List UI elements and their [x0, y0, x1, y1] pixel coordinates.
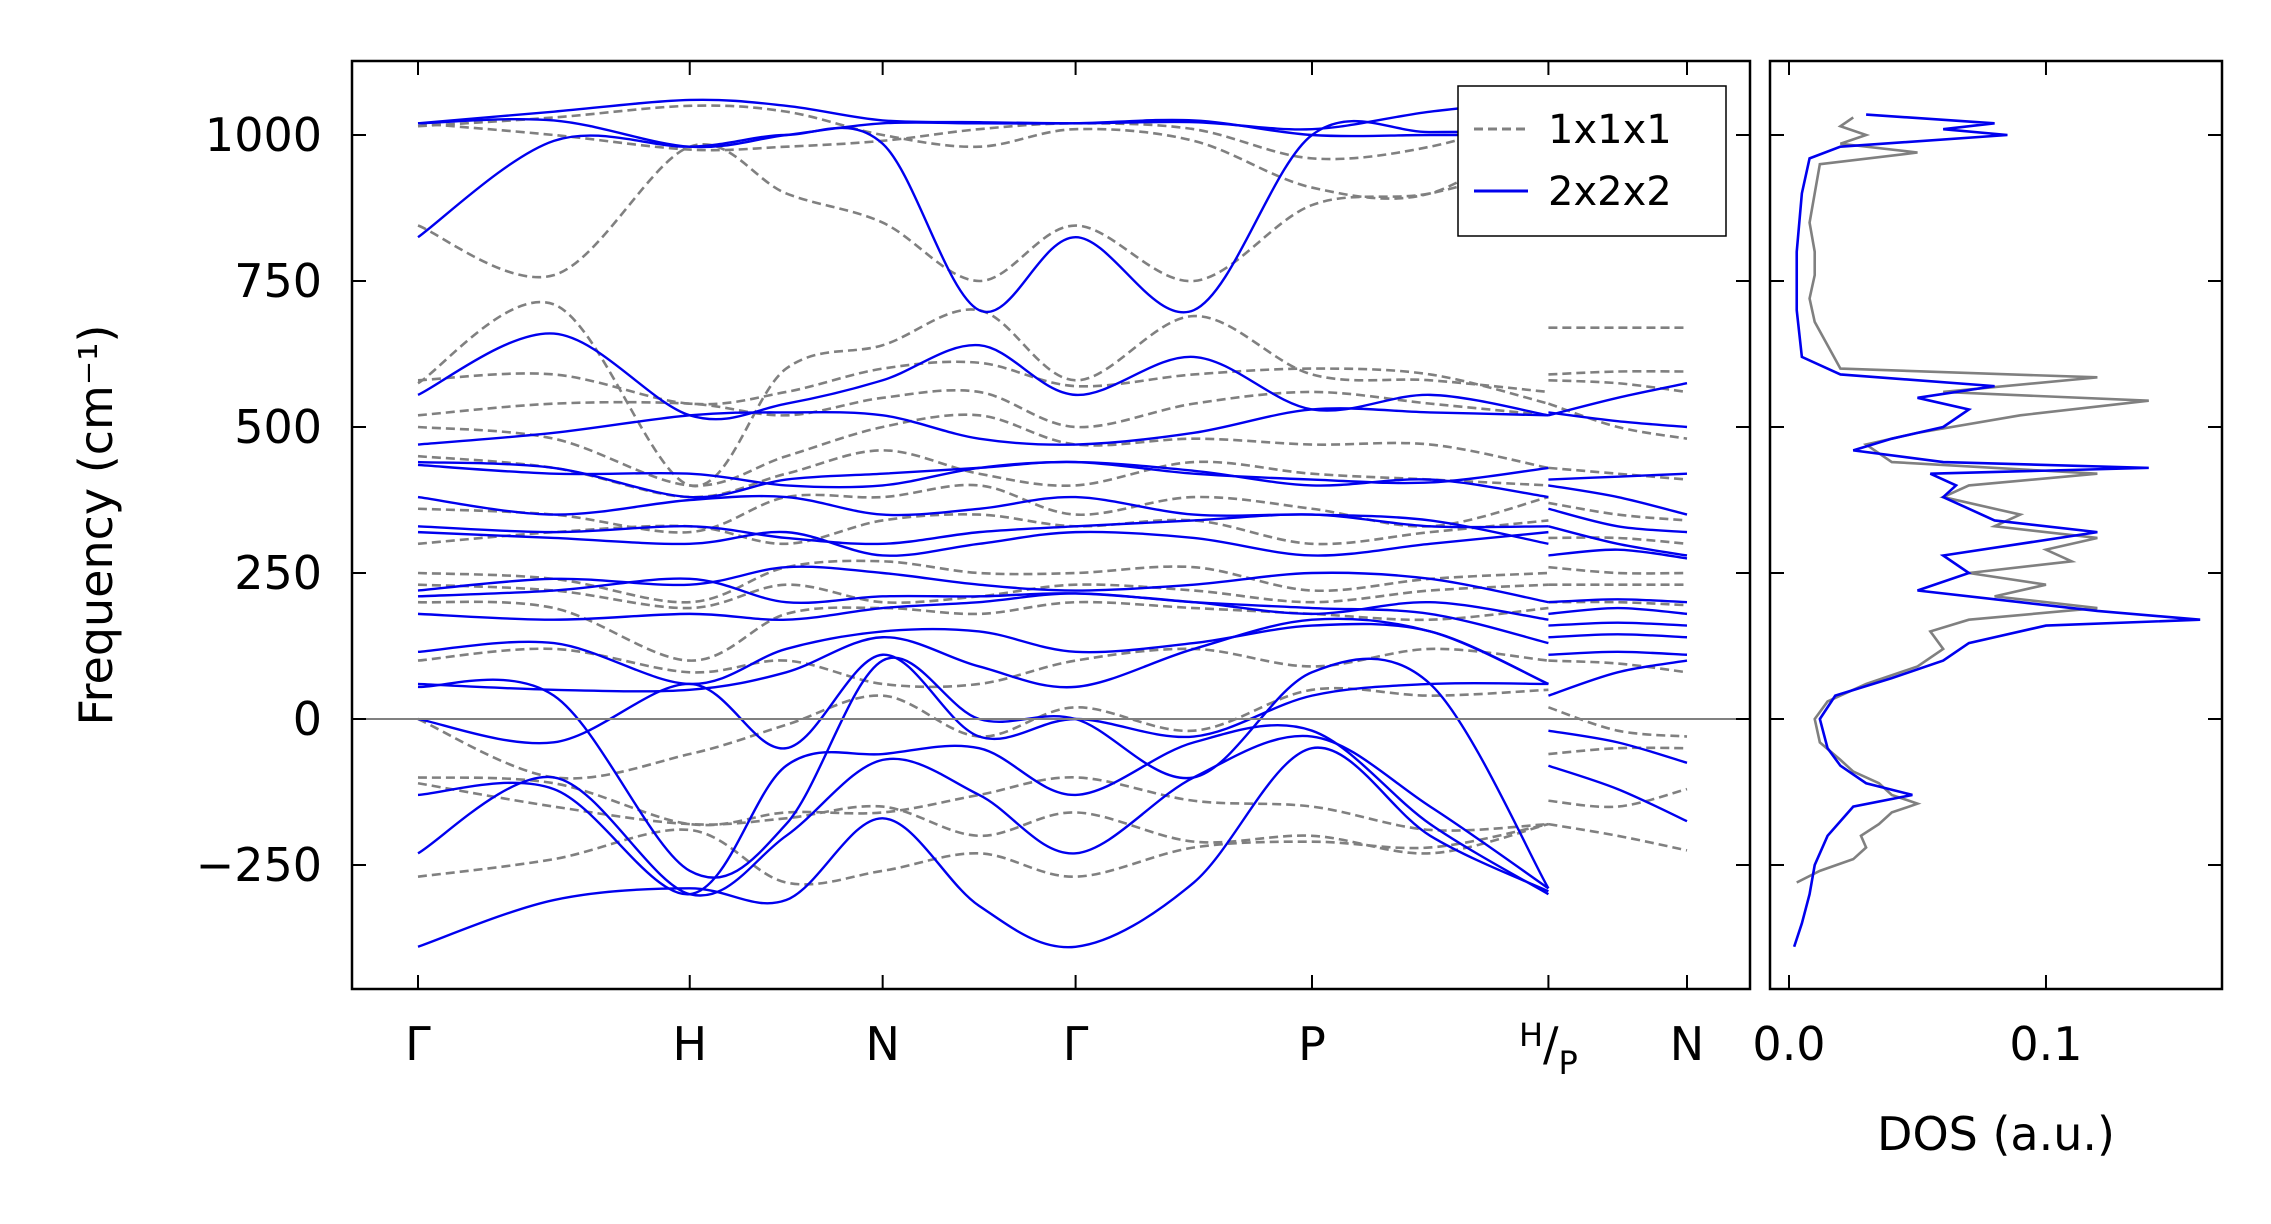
band-2x2x2-18: [417, 734, 1550, 897]
band-1x1x1-9: [417, 513, 1549, 546]
band-2x2x2-9: [417, 530, 1549, 557]
k-tick-label: N: [1670, 1017, 1704, 1071]
band-1x1x1-15-last: [1548, 746, 1688, 756]
band-2x2x2-3-last: [1548, 382, 1688, 417]
band-2x2x2-17: [417, 724, 1550, 896]
band-1x1x1-4: [417, 360, 1549, 406]
band-2x2x2-19: [417, 746, 1549, 949]
k-tick-label: Γ: [1063, 1017, 1089, 1071]
legend: 1x1x1 2x2x2: [1457, 85, 1727, 237]
band-1x1x1-1: [417, 104, 1550, 200]
band-2x2x2-10-last: [1548, 598, 1688, 604]
dos-x-tick-label: 0.1: [2009, 1017, 2082, 1071]
k-tick-label: P: [1298, 1017, 1326, 1071]
band-2x2x2-14: [417, 617, 1549, 693]
band-1x1x1-14-last: [1548, 706, 1688, 738]
band-1x1x1-17-last: [1548, 822, 1688, 852]
band-2x2x2-8-last: [1548, 525, 1688, 557]
y-tick-label: 0: [293, 692, 322, 746]
band-1x1x1-8-last: [1548, 501, 1688, 522]
k-tick-label: H/P: [1519, 1016, 1578, 1082]
band-1x1x1-2: [417, 143, 1549, 283]
band-2x2x2-14-last: [1548, 650, 1688, 656]
band-1x1x1-12: [417, 600, 1549, 662]
band-axis-ticks: −250 0 250 500 750 1000 Γ H N Γ P H/P N: [196, 61, 1750, 1082]
band-1x1x1-7-last: [1548, 466, 1688, 481]
dos-axis-ticks: 0.0 0.1: [1752, 61, 2222, 1071]
band-1x1x1-13-last: [1548, 659, 1688, 674]
band-2x2x2-12-last: [1548, 621, 1688, 627]
dos-axes-frame: [1768, 59, 2224, 991]
legend-label-2x2x2: 2x2x2: [1548, 169, 1672, 215]
band-2x2x2-18-last: [1548, 764, 1688, 823]
band-axes-frame: [350, 59, 1752, 991]
y-tick-label: 1000: [205, 108, 322, 162]
band-2x2x2-17-last: [1548, 729, 1688, 764]
dos-x-tick-label: 0.0: [1752, 1017, 1825, 1071]
band-1x1x1-6-last: [1548, 402, 1688, 440]
band-1x1x1-10-last: [1548, 565, 1688, 575]
band-2x2x2-7-last: [1548, 507, 1688, 534]
band-1x1x1-12-last: [1548, 600, 1688, 607]
band-1x1x1-9-last: [1548, 536, 1688, 546]
band-2x2x2-13: [417, 622, 1549, 686]
band-1x1x1-7: [417, 449, 1549, 499]
band-2x2x2-1: [417, 117, 1549, 149]
y-tick-label: 750: [234, 254, 322, 308]
band-2x2x2-15: [417, 653, 1549, 750]
band-1x1x1-3: [417, 300, 1549, 488]
band-lines: [417, 98, 1688, 949]
band-1x1x1-0: [417, 110, 1549, 161]
k-tick-label: H: [672, 1017, 707, 1071]
band-1x1x1-10: [417, 559, 1549, 604]
band-2x2x2-5-last: [1548, 472, 1688, 481]
band-2x2x2-6-last: [1548, 484, 1688, 516]
dos-line-2x2x2: [1792, 113, 2201, 948]
band-1x1x1-6: [417, 413, 1549, 487]
band-2x2x2-8: [417, 513, 1549, 546]
y-tick-label: −250: [196, 838, 322, 892]
band-2x2x2-13-last: [1548, 633, 1688, 639]
legend-label-1x1x1: 1x1x1: [1548, 107, 1672, 153]
dos-line-1x1x1: [1796, 116, 2149, 884]
band-1x1x1-5: [417, 389, 1549, 429]
band-1x1x1-13: [417, 647, 1549, 689]
band-2x2x2-7: [417, 494, 1549, 545]
band-1x1x1-16-last: [1548, 787, 1688, 809]
band-2x2x2-2: [417, 119, 1549, 314]
band-2x2x2-15-last: [1548, 659, 1688, 697]
band-2x2x2-6: [417, 460, 1549, 499]
band-2x2x2-12: [417, 592, 1549, 645]
k-tick-label: Γ: [405, 1017, 431, 1071]
band-2x2x2-4: [417, 407, 1549, 446]
band-2x2x2-3: [417, 332, 1549, 421]
band-2x2x2-9-last: [1548, 548, 1688, 560]
band-1x1x1-17: [417, 822, 1549, 886]
dos-x-axis-label: DOS (a.u.): [1877, 1107, 2115, 1161]
dos-lines: [1792, 113, 2201, 948]
band-2x2x2-11: [417, 577, 1549, 621]
band-2x2x2-11-last: [1548, 606, 1688, 616]
k-tick-label: N: [865, 1017, 899, 1071]
band-1x1x1-4-last: [1548, 370, 1688, 376]
y-tick-label: 250: [234, 546, 322, 600]
band-1x1x1-5-last: [1548, 378, 1688, 394]
y-tick-label: 500: [234, 400, 322, 454]
y-axis-label: Frequency (cm⁻¹): [69, 325, 123, 726]
band-1x1x1-15: [417, 776, 1549, 832]
band-2x2x2-4-last: [1548, 411, 1688, 429]
